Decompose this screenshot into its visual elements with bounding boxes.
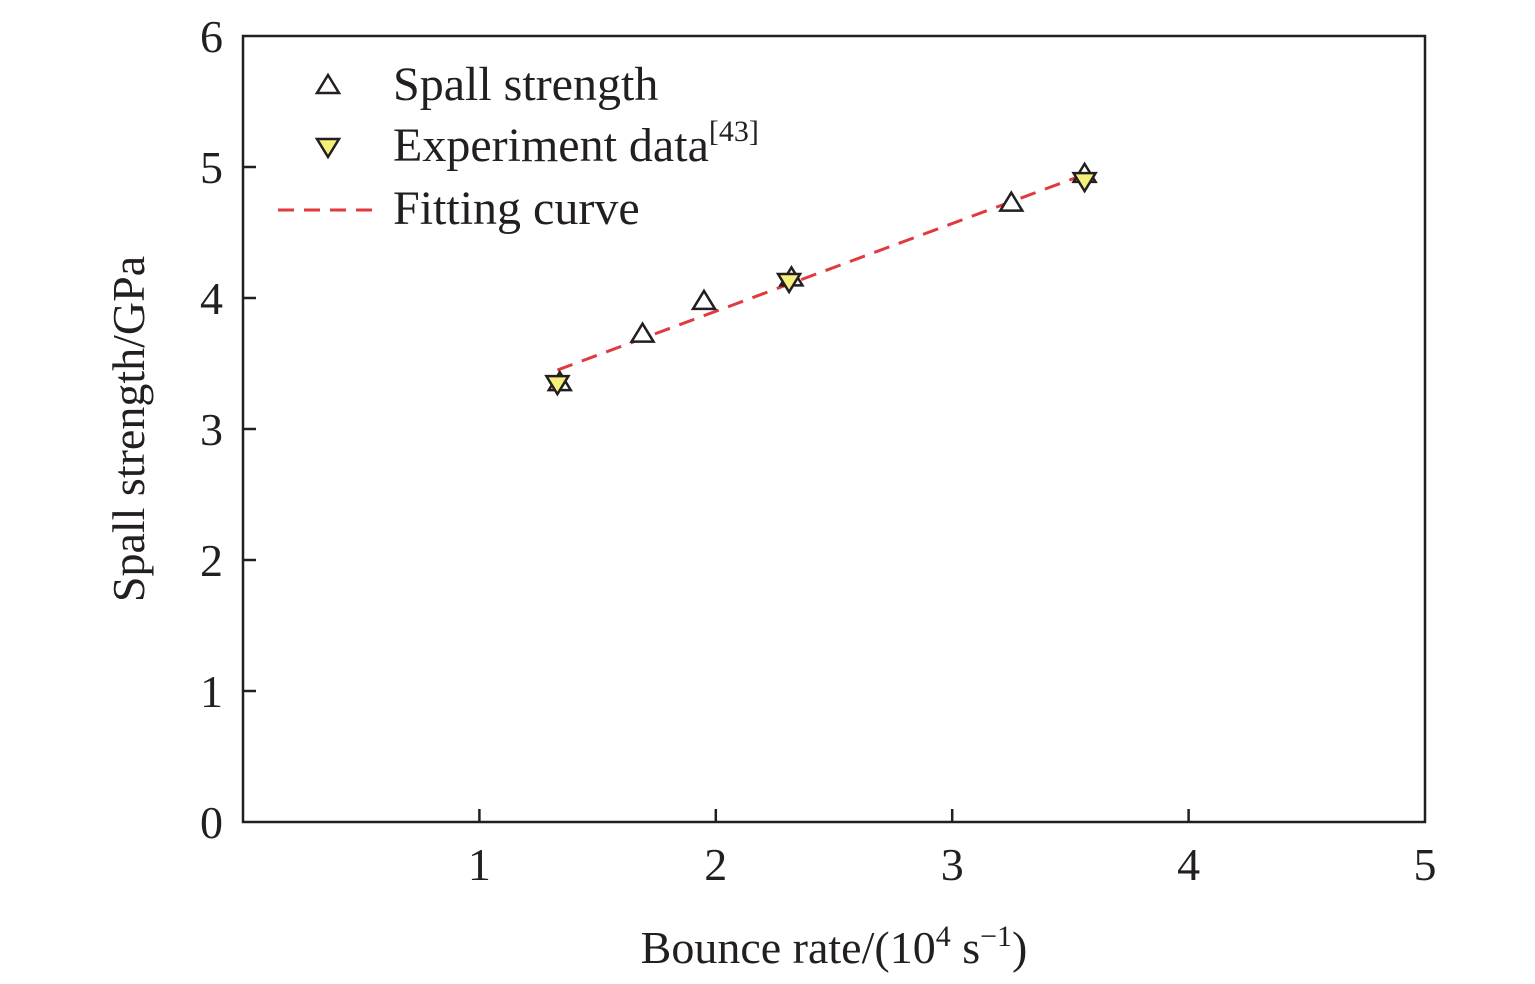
legend-marker-spall-strength [314,72,342,95]
experiment-data-point [1071,171,1098,194]
y-tick-label: 3 [200,404,223,455]
experiment-data-point [544,374,571,397]
spall-strength-point [998,190,1025,212]
x-tick-label: 4 [1177,839,1200,890]
y-axis-title: Spall strength/GPa [103,256,154,602]
y-tick-label: 1 [200,666,223,717]
x-axis-title-end: ) [1012,922,1027,973]
legend-label-experiment-data-ref: [43] [709,115,759,148]
legend-label-fitting-curve: Fitting curve [393,182,640,235]
experiment-data-point [775,272,803,295]
y-tick-label: 0 [200,797,223,848]
y-tick-label: 6 [200,11,223,62]
y-tick-label: 4 [200,273,223,324]
legend-marker-experiment-data [314,137,342,160]
x-axis-title-exp1: 4 [936,920,951,953]
spall-strength-point [629,321,656,343]
data-series [544,161,1098,397]
fitting-curve-line [556,172,1088,372]
x-tick-label: 5 [1414,839,1437,890]
y-tick-label: 5 [200,142,223,193]
x-axis-title-main: Bounce rate/(10 [641,922,936,973]
legend: Spall strength Experiment data[43] Fitti… [278,58,759,235]
legend-label-experiment-data: Experiment data[43] [393,115,759,172]
x-tick-label: 2 [704,839,727,890]
x-axis-title: Bounce rate/(104 s−1) [641,920,1028,973]
y-tick-label: 2 [200,535,223,586]
spall-strength-point [690,288,718,311]
x-axis-title-exp2: −1 [980,920,1012,953]
x-axis-title-mid: s [951,922,980,973]
x-axis-ticks: 1 2 3 4 5 [468,809,1437,890]
legend-label-spall-strength: Spall strength [393,58,658,111]
legend-label-experiment-data-text: Experiment data [393,119,709,172]
x-tick-label: 1 [468,839,491,890]
y-axis-ticks: 0 1 2 3 4 5 6 [200,11,256,848]
x-tick-label: 3 [941,839,964,890]
